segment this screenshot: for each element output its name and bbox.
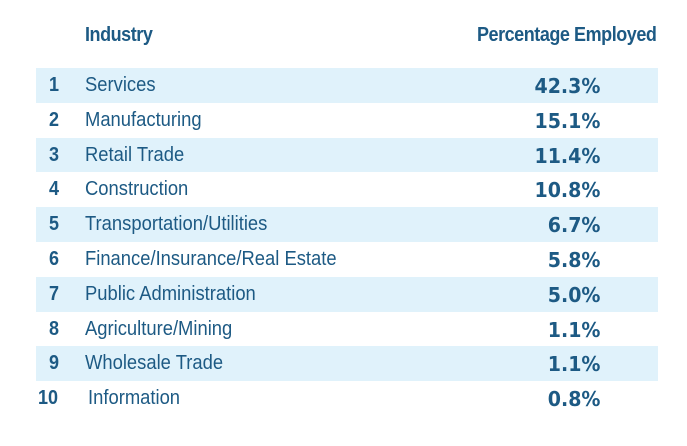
table-row: 5 Transportation/Utilities 6.7% [36,207,658,242]
column-header-industry: Industry [85,24,153,46]
row-industry: Information [88,387,181,410]
table-row: 1 Services 42.3% [36,68,658,103]
row-rank: 8 [48,317,60,340]
row-industry: Transportation/Utilities [85,213,268,236]
table-row: 10 Information 0.8% [36,381,658,416]
table-row: 8 Agriculture/Mining 1.1% [36,312,658,347]
row-rank: 9 [48,352,60,375]
table-row: 6 Finance/Insurance/Real Estate 5.8% [36,242,658,277]
row-industry: Retail Trade [85,143,185,166]
table-header: Industry Percentage Employed [0,24,687,54]
row-rank: 4 [48,178,60,201]
row-industry: Public Administration [85,282,256,305]
row-rank: 2 [48,108,60,131]
row-industry: Finance/Insurance/Real Estate [85,247,337,270]
table-row: 3 Retail Trade 11.4% [36,137,658,173]
table-row: 9 Wholesale Trade 1.1% [36,346,658,382]
industry-table: 1 Services 42.3% 2 Manufacturing 15.1% 3… [36,68,658,416]
row-percentage: 10.8% [534,178,600,203]
table-row: 4 Construction 10.8% [36,172,658,207]
row-percentage: 5.8% [547,247,600,272]
table-row: 7 Public Administration 5.0% [36,276,658,312]
row-rank: 5 [48,213,60,236]
row-percentage: 1.1% [547,352,600,377]
row-industry: Wholesale Trade [85,352,224,375]
row-industry: Agriculture/Mining [85,317,233,340]
row-percentage: 42.3% [534,74,600,98]
row-industry: Construction [85,178,189,201]
row-industry: Manufacturing [85,108,202,131]
row-industry: Services [85,74,156,96]
row-rank: 7 [48,282,60,305]
row-percentage: 5.0% [547,282,600,307]
row-percentage: 0.8% [547,387,600,412]
column-header-percentage: Percentage Employed [476,24,656,46]
row-rank: 10 [37,387,59,410]
row-rank: 6 [48,247,60,270]
row-rank: 3 [48,143,60,166]
row-percentage: 1.1% [547,317,600,342]
row-percentage: 11.4% [534,143,600,168]
row-percentage: 6.7% [547,213,600,238]
row-rank: 1 [48,74,60,96]
table-row: 2 Manufacturing 15.1% [36,103,658,138]
row-percentage: 15.1% [534,108,600,133]
